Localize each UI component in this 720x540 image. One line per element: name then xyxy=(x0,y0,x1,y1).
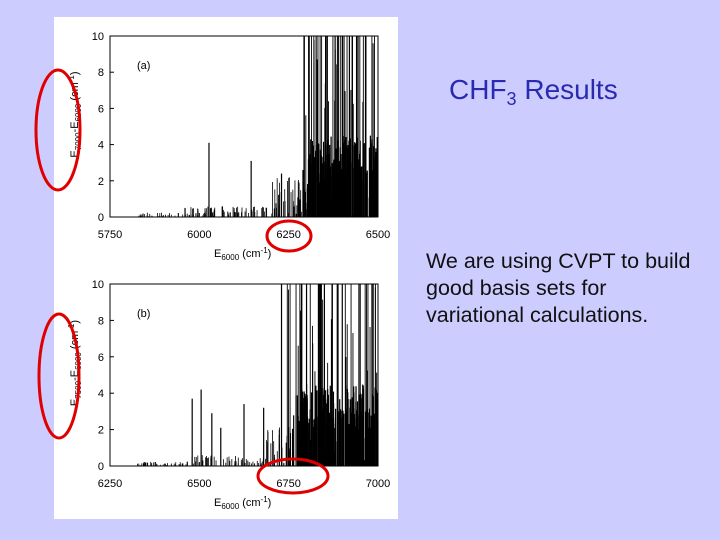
panel-b-y-tick-label: 6 xyxy=(98,352,104,364)
panel-b-y-tick-label: 4 xyxy=(98,388,104,400)
panel-a-y-tick-label: 10 xyxy=(92,31,104,43)
panel-a-x-axis-label: E6000 (cm-1) xyxy=(214,246,271,262)
panel-a-y-tick-label: 0 xyxy=(98,212,104,224)
title-rest: Results xyxy=(516,74,618,105)
panel-b-label: (b) xyxy=(137,308,150,320)
panel-a-y-tick-label: 6 xyxy=(98,103,104,115)
slide-title: CHF3 Results xyxy=(449,74,618,110)
panel-a-x-tick-label: 6250 xyxy=(276,229,300,241)
panel-a-label: (a) xyxy=(137,60,150,72)
panel-a-x-tick-label: 6000 xyxy=(187,229,211,241)
panel-a-y-tick-label: 4 xyxy=(98,140,104,152)
slide-body-text: We are using CVPT to build good basis se… xyxy=(426,249,691,327)
panel-b-x-tick-label: 6250 xyxy=(98,478,122,490)
panel-b-y-tick-label: 10 xyxy=(92,279,104,291)
panel-b-x-tick-label: 7000 xyxy=(366,478,390,490)
panel-a-y-axis-highlight-circle xyxy=(34,68,82,192)
panel-b-y-tick-label: 8 xyxy=(98,315,104,327)
panel-b-y-tick-label: 0 xyxy=(98,461,104,473)
panel-b-x-tick-highlight-circle xyxy=(256,457,330,495)
panel-b-x-axis-label: E6000 (cm-1) xyxy=(214,495,271,511)
panel-b-y-axis-highlight-circle xyxy=(37,312,81,440)
panel-b-y-tick-label: 2 xyxy=(98,425,104,437)
panel-a-x-tick-highlight-circle xyxy=(265,219,313,253)
panel-b-x-tick-label: 6750 xyxy=(276,478,300,490)
panel-a-x-tick-label: 6500 xyxy=(366,229,390,241)
title-main: CHF xyxy=(449,74,507,105)
title-subscript: 3 xyxy=(506,89,517,109)
panel-a-x-tick-label: 5750 xyxy=(98,229,122,241)
panel-a-y-tick-label: 2 xyxy=(98,176,104,188)
panel-b-x-tick-label: 6500 xyxy=(187,478,211,490)
panel-a-y-tick-label: 8 xyxy=(98,67,104,79)
